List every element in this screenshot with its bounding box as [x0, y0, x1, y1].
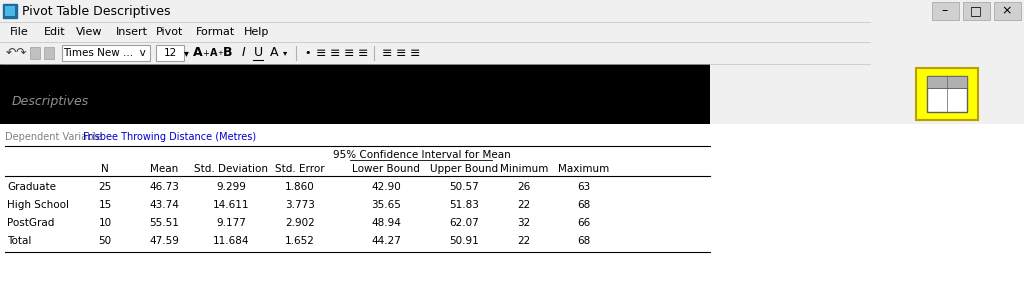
Text: Std. Error: Std. Error: [275, 164, 325, 174]
Bar: [0, 42, 870, 64]
Text: 10: 10: [98, 218, 112, 228]
Text: 68: 68: [578, 200, 591, 210]
Text: 9.177: 9.177: [216, 218, 246, 228]
Text: Pivot: Pivot: [156, 27, 183, 37]
Text: □: □: [970, 4, 982, 18]
Text: 15: 15: [98, 200, 112, 210]
Text: Times New ...  v: Times New ... v: [62, 48, 145, 58]
Text: 1.860: 1.860: [285, 182, 314, 192]
Text: +: +: [217, 50, 223, 56]
Text: –: –: [942, 4, 948, 18]
Text: 9.299: 9.299: [216, 182, 246, 192]
Text: ≡: ≡: [344, 47, 354, 60]
Bar: [44, 47, 54, 59]
Bar: [932, 2, 959, 20]
Text: Descriptives: Descriptives: [12, 95, 89, 109]
Text: B: B: [223, 47, 232, 60]
Text: U: U: [253, 47, 262, 60]
Text: 95% Confidence Interval for Mean: 95% Confidence Interval for Mean: [333, 150, 511, 160]
Text: PostGrad: PostGrad: [7, 218, 54, 228]
Text: ≡: ≡: [396, 47, 407, 60]
Text: •: •: [304, 48, 310, 58]
Bar: [5, 6, 15, 16]
Text: ≡: ≡: [382, 47, 392, 60]
Bar: [156, 45, 184, 61]
Text: Format: Format: [196, 27, 236, 37]
Text: I: I: [242, 47, 246, 60]
Text: 42.90: 42.90: [371, 182, 400, 192]
Text: 66: 66: [578, 218, 591, 228]
Text: Lower Bound: Lower Bound: [352, 164, 420, 174]
Text: 2.902: 2.902: [285, 218, 314, 228]
Text: Edit: Edit: [44, 27, 66, 37]
Text: ▾: ▾: [184, 48, 188, 58]
Text: 55.51: 55.51: [150, 218, 179, 228]
Text: 22: 22: [517, 200, 530, 210]
Text: Maximum: Maximum: [558, 164, 609, 174]
Text: 35.65: 35.65: [371, 200, 401, 210]
Bar: [62, 45, 150, 61]
Text: 47.59: 47.59: [150, 236, 179, 246]
Text: Insert: Insert: [116, 27, 148, 37]
Text: Pivot Table Descriptives: Pivot Table Descriptives: [22, 4, 171, 18]
Text: 44.27: 44.27: [371, 236, 401, 246]
Text: A: A: [269, 47, 279, 60]
Text: 68: 68: [578, 236, 591, 246]
Text: 51.83: 51.83: [450, 200, 479, 210]
Text: ≡: ≡: [358, 47, 369, 60]
Text: A: A: [193, 47, 203, 60]
Text: ≡: ≡: [330, 47, 341, 60]
Text: ↶: ↶: [6, 47, 16, 60]
Text: 50.91: 50.91: [450, 236, 479, 246]
Text: ▾: ▾: [283, 48, 288, 57]
Bar: [927, 76, 967, 112]
Text: 43.74: 43.74: [150, 200, 179, 210]
Text: View: View: [76, 27, 102, 37]
Text: 25: 25: [98, 182, 112, 192]
Text: ×: ×: [1001, 4, 1013, 18]
Text: Frisbee Throwing Distance (Metres): Frisbee Throwing Distance (Metres): [83, 132, 256, 142]
Text: 50.57: 50.57: [450, 182, 479, 192]
Text: ≡: ≡: [410, 47, 421, 60]
Bar: [927, 76, 967, 88]
Text: Graduate: Graduate: [7, 182, 56, 192]
Bar: [0, 0, 1024, 22]
Text: Minimum: Minimum: [500, 164, 548, 174]
Text: ≡: ≡: [316, 47, 327, 60]
Text: Std. Deviation: Std. Deviation: [194, 164, 268, 174]
Bar: [916, 68, 978, 120]
Text: 63: 63: [578, 182, 591, 192]
Text: 32: 32: [517, 218, 530, 228]
Bar: [0, 124, 1024, 299]
Text: 50: 50: [98, 236, 112, 246]
Text: 48.94: 48.94: [371, 218, 401, 228]
Bar: [0, 22, 870, 42]
Text: Upper Bound: Upper Bound: [430, 164, 498, 174]
Text: ↷: ↷: [16, 47, 27, 60]
Text: Dependent Variable: Dependent Variable: [5, 132, 102, 142]
Text: High School: High School: [7, 200, 69, 210]
Text: 14.611: 14.611: [213, 200, 249, 210]
Bar: [0, 64, 710, 124]
Bar: [710, 64, 1024, 124]
Text: N: N: [101, 164, 109, 174]
Bar: [3, 4, 17, 18]
Text: 1.652: 1.652: [285, 236, 315, 246]
Text: 3.773: 3.773: [285, 200, 315, 210]
Text: File: File: [10, 27, 29, 37]
Bar: [963, 2, 990, 20]
Text: 62.07: 62.07: [450, 218, 479, 228]
Text: 22: 22: [517, 236, 530, 246]
Text: 26: 26: [517, 182, 530, 192]
Bar: [30, 47, 40, 59]
Text: 12: 12: [164, 48, 176, 58]
Text: 46.73: 46.73: [150, 182, 179, 192]
Text: 11.684: 11.684: [213, 236, 249, 246]
Text: Total: Total: [7, 236, 32, 246]
Text: +: +: [202, 48, 209, 57]
Text: Help: Help: [244, 27, 269, 37]
Text: A: A: [210, 48, 217, 58]
Bar: [994, 2, 1021, 20]
Text: Mean: Mean: [150, 164, 178, 174]
